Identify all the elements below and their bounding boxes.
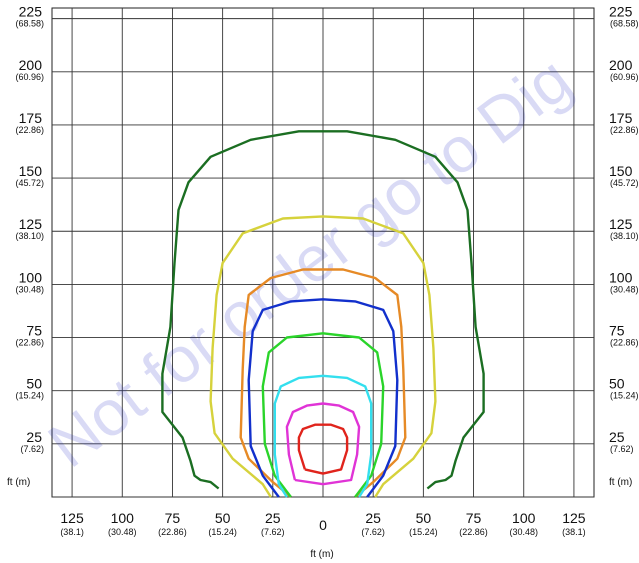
y-axis-left-unit: ft (m): [7, 477, 30, 488]
y-tick-sublabel-right: (30.48): [610, 284, 639, 294]
y-tick-label-left: 50: [26, 376, 42, 392]
y-tick-label-left: 75: [26, 323, 42, 339]
x-tick-label: 100: [111, 510, 135, 526]
x-tick-label: 25: [265, 510, 281, 526]
y-tick-sublabel-right: (38.10): [610, 231, 639, 241]
x-tick-label: 50: [416, 510, 432, 526]
y-tick-label-right: 125: [609, 216, 633, 232]
y-axis-left: 225(68.58)200(60.96)175(22.86)150(45.72)…: [15, 4, 44, 454]
series-line-4: [247, 298, 399, 498]
y-tick-sublabel-left: (7.62): [20, 444, 44, 454]
y-tick-sublabel-left: (68.58): [15, 19, 44, 29]
y-tick-label-right: 100: [609, 269, 633, 285]
y-tick-label-left: 175: [19, 110, 43, 126]
y-tick-sublabel-right: (45.72): [610, 178, 639, 188]
y-tick-label-right: 25: [609, 429, 625, 445]
x-tick-sublabel: (7.62): [261, 527, 285, 537]
x-axis-unit: ft (m): [310, 549, 333, 560]
x-tick-label: 50: [215, 510, 231, 526]
y-tick-sublabel-right: (7.62): [610, 444, 634, 454]
y-axis-right-unit: ft (m): [609, 477, 632, 488]
x-tick-sublabel: (7.62): [361, 527, 385, 537]
x-tick-label: 25: [365, 510, 381, 526]
y-tick-label-left: 225: [19, 4, 43, 20]
y-axis-right: 225(68.58)200(60.96)175(22.86)150(45.72)…: [609, 4, 639, 454]
x-tick-sublabel: (38.1): [60, 527, 84, 537]
series-line-7: [285, 402, 361, 486]
watermark: Not for order go to Dig: [35, 43, 584, 482]
y-tick-sublabel-left: (60.96): [15, 72, 44, 82]
series-line-6: [273, 374, 373, 498]
y-tick-label-right: 175: [609, 110, 633, 126]
y-tick-label-right: 150: [609, 163, 633, 179]
series-line-5: [261, 332, 385, 498]
x-tick-label: 100: [512, 510, 536, 526]
x-tick-sublabel: (30.48): [509, 527, 538, 537]
x-tick-sublabel: (22.86): [158, 527, 187, 537]
x-tick-label: 75: [165, 510, 181, 526]
y-tick-sublabel-left: (15.24): [15, 391, 44, 401]
x-tick-sublabel: (22.86): [459, 527, 488, 537]
x-tick-label: 0: [319, 517, 327, 533]
y-tick-sublabel-right: (15.24): [610, 391, 639, 401]
x-tick-sublabel: (38.1): [562, 527, 586, 537]
series-line-8: [297, 423, 349, 475]
y-tick-sublabel-left: (45.72): [15, 178, 44, 188]
y-tick-label-left: 200: [19, 57, 43, 73]
y-tick-label-right: 50: [609, 376, 625, 392]
x-tick-sublabel: (15.24): [208, 527, 237, 537]
y-tick-sublabel-right: (22.86): [610, 125, 639, 135]
y-tick-sublabel-right: (68.58): [610, 19, 639, 29]
y-tick-sublabel-left: (38.10): [15, 231, 44, 241]
x-tick-sublabel: (15.24): [409, 527, 438, 537]
x-tick-sublabel: (30.48): [108, 527, 137, 537]
watermark-text: Not for order go to Dig: [35, 43, 584, 482]
y-tick-label-left: 150: [19, 163, 43, 179]
series-line-1: [161, 130, 485, 490]
y-tick-sublabel-left: (30.48): [15, 284, 44, 294]
y-tick-sublabel-right: (22.86): [610, 338, 639, 348]
y-tick-label-right: 75: [609, 323, 625, 339]
y-tick-sublabel-right: (60.96): [610, 72, 639, 82]
chart-grid: [51, 7, 595, 498]
y-tick-sublabel-left: (22.86): [15, 125, 44, 135]
series-group: [161, 130, 485, 498]
x-tick-label: 125: [562, 510, 586, 526]
y-tick-label-left: 100: [19, 269, 43, 285]
y-tick-label-right: 225: [609, 4, 633, 20]
y-tick-sublabel-left: (22.86): [15, 338, 44, 348]
y-tick-label-left: 125: [19, 216, 43, 232]
x-axis: 125(38.1)100(30.48)75(22.86)50(15.24)25(…: [60, 510, 586, 537]
series-line-3: [239, 268, 407, 498]
y-tick-label-left: 25: [26, 429, 42, 445]
x-tick-label: 125: [60, 510, 84, 526]
x-tick-label: 75: [466, 510, 482, 526]
series-line-2: [209, 215, 437, 498]
y-tick-label-right: 200: [609, 57, 633, 73]
